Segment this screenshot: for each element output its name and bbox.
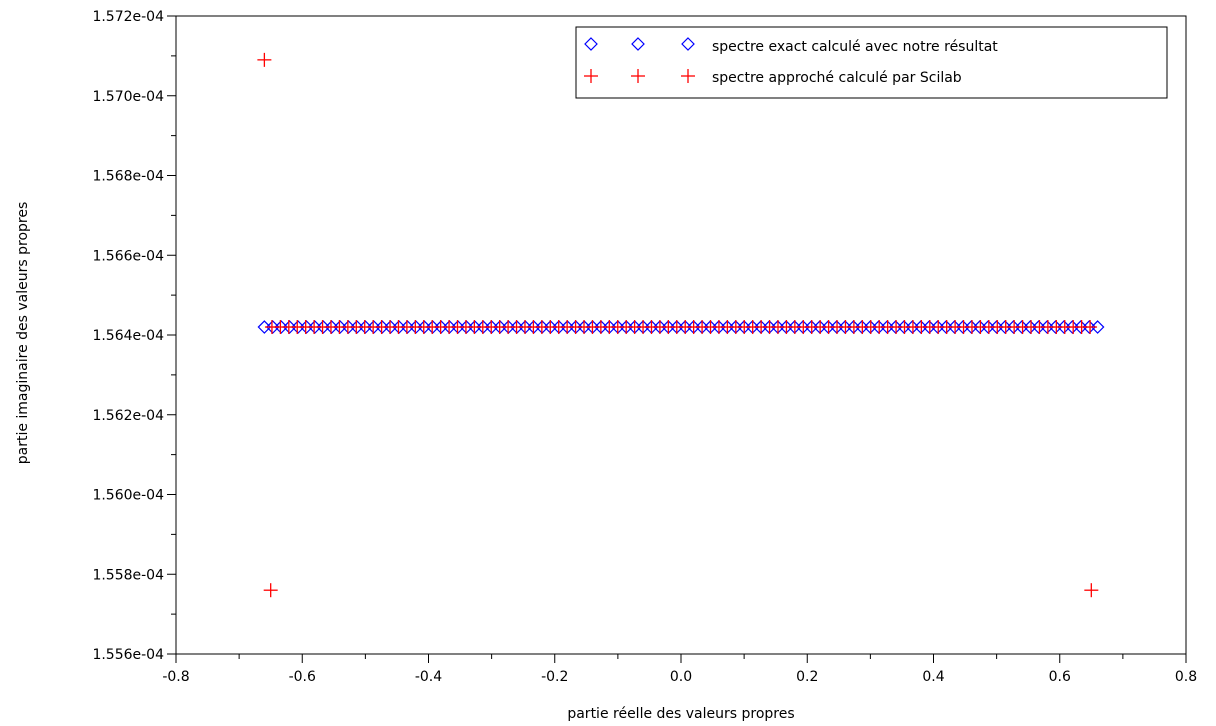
- legend-marker-exact: [631, 37, 645, 51]
- y-axis-label: partie imaginaire des valeurs propres: [15, 202, 31, 465]
- x-tick-label: 0.2: [796, 669, 818, 685]
- x-tick-label: -0.6: [289, 669, 316, 685]
- legend-marker-approx: [584, 69, 598, 83]
- point-approx-outlier: [263, 583, 278, 598]
- data-points: [257, 52, 1105, 598]
- point-approx: [1083, 320, 1098, 335]
- legend: spectre exact calculé avec notre résulta…: [575, 26, 1168, 99]
- x-tick-label: -0.8: [162, 669, 189, 685]
- x-tick-label: 0.4: [922, 669, 944, 685]
- legend-markers-exact: [584, 37, 695, 51]
- y-tick-label: 1.558e-04: [92, 567, 164, 583]
- y-tick-label: 1.562e-04: [92, 408, 164, 424]
- y-tick-label: 1.560e-04: [92, 488, 164, 504]
- legend-marker-exact: [681, 37, 695, 51]
- legend-label-exact: spectre exact calculé avec notre résulta…: [712, 39, 998, 55]
- point-approx-outlier: [1084, 583, 1099, 598]
- y-tick-label: 1.564e-04: [92, 328, 164, 344]
- legend-marker-approx: [631, 69, 645, 83]
- x-axis: -0.8 -0.6 -0.4 -0.2 0.0 0.2 0.4 0.6 0.8: [162, 654, 1197, 685]
- legend-marker-approx: [681, 69, 695, 83]
- x-axis-label: partie réelle des valeurs propres: [567, 706, 794, 722]
- y-axis: 1.556e-04 1.558e-04 1.560e-04 1.562e-04 1.56…: [92, 9, 176, 663]
- y-tick-label: 1.572e-04: [92, 9, 164, 25]
- legend-box: [575, 26, 1168, 99]
- x-tick-label: 0.8: [1175, 669, 1197, 685]
- plot-area: [175, 15, 1187, 655]
- legend-label-approx: spectre approché calculé par Scilab: [712, 70, 962, 86]
- y-tick-label: 1.566e-04: [92, 248, 164, 264]
- plot-border: [175, 15, 1187, 655]
- x-tick-label: 0.0: [670, 669, 692, 685]
- y-tick-label: 1.570e-04: [92, 89, 164, 105]
- point-approx-outlier: [257, 52, 272, 67]
- y-tick-label: 1.568e-04: [92, 169, 164, 185]
- legend-marker-exact: [584, 37, 598, 51]
- x-tick-label: 0.6: [1049, 669, 1071, 685]
- x-tick-label: -0.4: [415, 669, 442, 685]
- legend-markers-approx: [584, 69, 695, 83]
- y-tick-label: 1.556e-04: [92, 647, 164, 663]
- point-exact: [1090, 320, 1105, 334]
- x-tick-label: -0.2: [541, 669, 568, 685]
